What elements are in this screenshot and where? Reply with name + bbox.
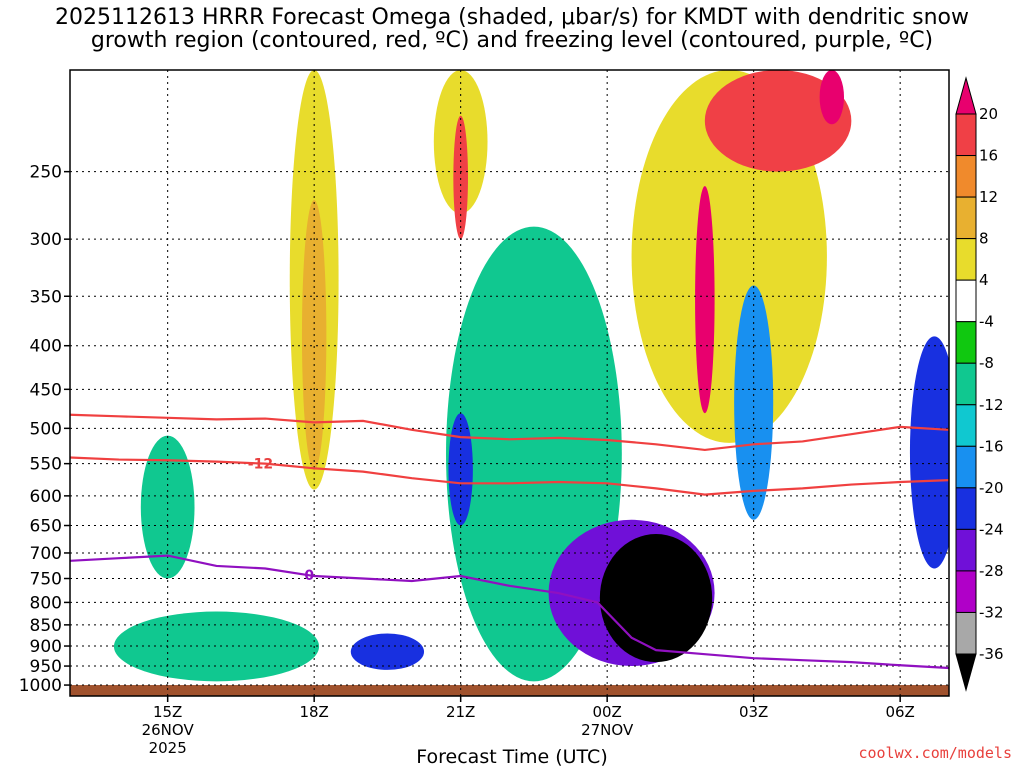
- y-tick-label: 450: [30, 380, 62, 400]
- colorbar-label: 4: [979, 271, 989, 289]
- omega-shading: [70, 70, 949, 696]
- dgz-lower-contour: [70, 456, 949, 496]
- colorbar-swatch: [955, 445, 977, 489]
- grid-lines: [70, 70, 949, 696]
- x-tick-label: 27NOV: [581, 721, 634, 739]
- omega-region: [140, 435, 195, 579]
- colorbar-label: -12: [979, 396, 1004, 414]
- y-axis-ticks: 2503003504004505005506006507007508008509…: [19, 163, 70, 696]
- y-tick-label: 900: [30, 637, 62, 657]
- colorbar-label: 16: [979, 147, 998, 165]
- colorbar-label: -16: [979, 437, 1004, 455]
- y-tick-label: 500: [30, 419, 62, 439]
- contours: -12 0: [70, 413, 949, 670]
- omega-region: [113, 611, 320, 682]
- colorbar-label: -28: [979, 562, 1004, 580]
- y-tick-label: 300: [30, 230, 62, 250]
- omega-region: [909, 336, 949, 569]
- colorbar-swatch: [955, 196, 977, 240]
- y-tick-label: 1000: [19, 676, 62, 696]
- y-tick-label: 600: [30, 487, 62, 507]
- y-tick-label: 950: [30, 657, 62, 677]
- x-tick-label: 21Z: [446, 703, 475, 721]
- chart-title: 2025112613 HRRR Forecast Omega (shaded, …: [0, 6, 1024, 52]
- colorbar-label: 8: [979, 230, 989, 248]
- colorbar-swatch: [955, 321, 977, 364]
- x-tick-label: 26NOV: [142, 721, 195, 739]
- y-tick-label: 400: [30, 337, 62, 357]
- colorbar-label: -32: [979, 603, 1004, 621]
- y-tick-label: 250: [30, 163, 62, 183]
- y-tick-label: 750: [30, 570, 62, 590]
- plot-frame: [69, 69, 950, 697]
- contour-label: 0: [304, 568, 314, 584]
- colorbar-swatch: [955, 279, 977, 323]
- contour-label: -12: [248, 457, 273, 473]
- omega-region: [350, 633, 425, 670]
- omega-region: [448, 413, 473, 526]
- y-tick-label: 700: [30, 544, 62, 564]
- x-axis-label: Forecast Time (UTC): [416, 746, 608, 768]
- colorbar-label: -4: [979, 313, 994, 331]
- y-tick-label: 850: [30, 616, 62, 636]
- chart-title-line: growth region (contoured, red, ºC) and f…: [90, 28, 934, 53]
- colorbar-swatch: [955, 487, 977, 530]
- colorbar-label: -24: [979, 520, 1004, 538]
- colorbar-label: -8: [979, 354, 994, 372]
- omega-region: [695, 186, 715, 414]
- x-tick-label: 03Z: [739, 703, 768, 721]
- colorbar-swatch: [955, 611, 977, 655]
- ground-surface: [70, 685, 949, 696]
- x-tick-label: 00Z: [592, 703, 621, 721]
- y-tick-label: 800: [30, 593, 62, 613]
- colorbar-swatch: [955, 76, 977, 115]
- freezing-level-contour: [70, 554, 949, 670]
- colorbar-swatch: [955, 528, 977, 572]
- x-tick-label: 15Z: [153, 703, 182, 721]
- x-tick-label: 06Z: [885, 703, 914, 721]
- colorbar-swatch: [955, 404, 977, 447]
- omega-region: [453, 115, 468, 240]
- colorbar-swatch: [955, 238, 977, 281]
- omega-region: [819, 70, 845, 125]
- omega-region: [704, 70, 852, 172]
- y-tick-label: 650: [30, 517, 62, 537]
- colorbar: 20 16 12 8 4 -4 -8 -12 -16 -20 -24 -28 -32 -36: [955, 76, 1004, 692]
- colorbar-label: 20: [979, 105, 998, 123]
- y-tick-label: 350: [30, 287, 62, 307]
- colorbar-label: 12: [979, 188, 998, 206]
- x-tick-label: 2025: [149, 739, 187, 757]
- omega-region: [599, 533, 713, 663]
- chart-title-line: 2025112613 HRRR Forecast Omega (shaded, …: [55, 5, 969, 30]
- colorbar-swatch: [955, 155, 977, 198]
- colorbar-swatch: [955, 570, 977, 613]
- dgz-upper-contour: [70, 413, 949, 452]
- omega-region: [734, 285, 774, 520]
- colorbar-swatch: [955, 362, 977, 406]
- source-credit: coolwx.com/models: [858, 744, 1012, 762]
- x-tick-label: 18Z: [299, 703, 328, 721]
- colorbar-label: -20: [979, 479, 1004, 497]
- colorbar-swatch: [955, 113, 977, 157]
- colorbar-label: -36: [979, 645, 1004, 663]
- y-tick-label: 550: [30, 455, 62, 475]
- colorbar-swatch: [955, 653, 977, 692]
